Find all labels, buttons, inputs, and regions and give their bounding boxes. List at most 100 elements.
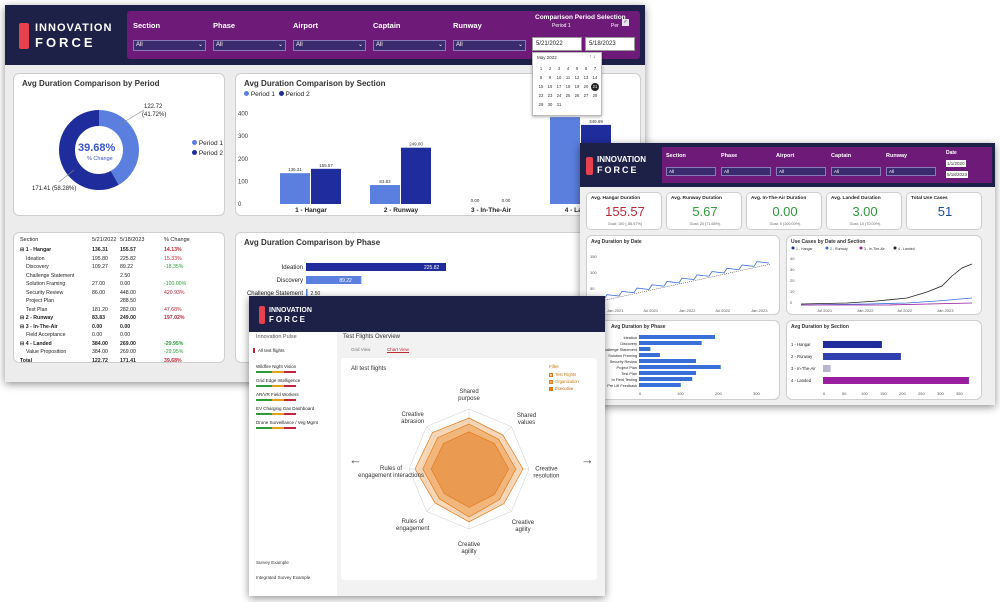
calendar-day[interactable]: 10 — [556, 75, 562, 80]
donut-center-value: 39.68% — [78, 142, 116, 154]
calendar-day[interactable]: 8 — [539, 75, 543, 80]
right-logo-mark-icon — [586, 157, 593, 175]
calendar-day[interactable]: 21 — [591, 83, 599, 91]
right-filter-label: Captain — [831, 153, 852, 159]
reset-icon[interactable]: ✓ — [622, 19, 629, 26]
pulse-window: INNOVATION FORCE Innovation Pulse All te… — [249, 296, 605, 596]
tab-grid-view[interactable]: Grid View — [351, 347, 371, 352]
pulse-brand-line1: INNOVATION — [269, 307, 312, 314]
nav-item[interactable]: All test flights — [253, 348, 285, 353]
x-tick: Jan 2023 — [937, 308, 954, 313]
prev-arrow-icon[interactable]: ← — [349, 452, 362, 467]
calendar-nav-icon[interactable]: ↑ ↓ — [589, 54, 596, 60]
right-section-bar-chart: 1 - Hangar 2 - Runway 3 - In-The-Air 4 - La… — [791, 341, 969, 396]
line-chart-2-title: Use Cases by Date and Section — [791, 239, 866, 245]
calendar-day[interactable]: 29 — [538, 102, 544, 107]
calendar-day[interactable]: 30 — [547, 102, 553, 107]
calendar-day[interactable]: 6 — [584, 66, 588, 71]
calendar-day[interactable]: 15 — [538, 84, 544, 89]
y-tick: 0 — [790, 300, 793, 305]
right-filter-select[interactable]: All — [886, 167, 936, 176]
right-filter-select[interactable]: All — [666, 167, 716, 176]
filter-select-section[interactable]: All — [133, 40, 206, 51]
kpi-card: Total Use Cases 51 — [906, 192, 982, 230]
filter-select-captain[interactable]: All — [373, 40, 446, 51]
pulse-logo-mark-icon — [259, 306, 265, 324]
calendar-day[interactable]: 19 — [574, 84, 580, 89]
filter-option[interactable]: Organization — [549, 379, 579, 386]
right-filter-select[interactable]: All — [831, 167, 881, 176]
calendar-day[interactable]: 31 — [556, 102, 562, 107]
legend-period-2: Period 2 — [192, 150, 223, 157]
table-cell: 171.41 — [120, 357, 136, 364]
right-date-2[interactable]: 5/18/2023 — [946, 171, 969, 178]
period-date-1-value: 5/21/2022 — [536, 41, 563, 47]
tab-chart-view[interactable]: Chart View — [387, 347, 409, 353]
calendar-day[interactable]: 14 — [592, 75, 598, 80]
right-brand-logo: INNOVATION FORCE — [586, 151, 666, 179]
calendar-day[interactable]: 12 — [574, 75, 580, 80]
calendar-day[interactable]: 2 — [548, 66, 552, 71]
filter-select-airport[interactable]: All — [293, 40, 366, 51]
chevron-down-icon: ⌄ — [198, 42, 204, 48]
kpi-card: Avg. Runway Duration 5.67 Goal: 20 (71.65%… — [666, 192, 742, 230]
calendar-day[interactable]: 18 — [565, 84, 571, 89]
filter-option[interactable]: Executive — [549, 386, 579, 393]
calendar-day[interactable]: 24 — [556, 93, 562, 98]
calendar-day[interactable]: 27 — [583, 93, 589, 98]
calendar-day[interactable]: 5 — [575, 66, 579, 71]
section-bar — [823, 365, 831, 372]
x-tick: 150 — [880, 391, 887, 396]
nav-item[interactable]: Wildfire Night Vision — [256, 364, 297, 369]
radar-series-polygon — [430, 431, 510, 508]
filter-label-runway: Runway — [453, 21, 482, 30]
table-cell: Total — [20, 357, 33, 364]
x-tick: 100 — [861, 391, 868, 396]
nav-item[interactable]: EV Charging Gas Dashboard — [256, 406, 315, 411]
calendar-day[interactable]: 28 — [592, 93, 598, 98]
nav-bottom-1[interactable]: Survey Example — [256, 560, 289, 565]
period-date-1[interactable]: 5/21/2022 — [532, 37, 582, 51]
right-date-1[interactable]: 1/1/2020 — [946, 160, 966, 167]
filter-label-airport: Airport — [293, 21, 318, 30]
kpi-value: 5.67 — [692, 204, 718, 219]
calendar-popup[interactable]: May 2022 ↑ ↓ 1 2 3 4 5 6 7 8 9 10 11 12 13 14 15 16 17 18… — [532, 52, 602, 116]
trend-line — [600, 263, 772, 302]
right-filter-select[interactable]: All — [721, 167, 771, 176]
calendar-day[interactable]: 9 — [548, 75, 552, 80]
legend-dot — [893, 246, 897, 250]
right-filter-select[interactable]: All — [776, 167, 826, 176]
calendar-day[interactable]: 16 — [547, 84, 553, 89]
next-arrow-icon[interactable]: → — [581, 452, 594, 467]
filter-select-phase[interactable]: All — [213, 40, 286, 51]
phase-bar — [306, 289, 308, 297]
table-cell: Ideation — [26, 255, 45, 262]
calendar-day[interactable]: 3 — [557, 66, 561, 71]
calendar-day[interactable]: 25 — [565, 93, 571, 98]
table-cell: 225.82 — [120, 255, 136, 262]
table-cell: 197.02% — [164, 315, 185, 321]
calendar-day[interactable]: 1 — [539, 66, 543, 71]
radar-axis-label: purpose — [458, 396, 480, 402]
calendar-day[interactable]: 20 — [583, 84, 589, 89]
calendar-day[interactable]: 22 — [538, 93, 544, 98]
calendar-day[interactable]: 7 — [593, 66, 597, 71]
period-date-2[interactable]: 5/18/2023 — [585, 37, 635, 51]
calendar-day[interactable]: 11 — [565, 75, 571, 80]
nav-item[interactable]: Grid Edge Intelligence — [256, 378, 301, 383]
calendar-day[interactable]: 13 — [583, 75, 589, 80]
calendar-day[interactable]: 4 — [566, 66, 570, 71]
nav-item[interactable]: Drone Surveillance / Veg Mgmt — [256, 420, 319, 425]
calendar-day[interactable]: 17 — [556, 84, 562, 89]
filter-option[interactable]: Test Flights — [549, 372, 579, 379]
line-series — [600, 261, 770, 300]
brand-line2: FORCE — [35, 35, 96, 50]
filter-select-runway[interactable]: All — [453, 40, 526, 51]
radar-axis-label: Creative — [512, 520, 535, 526]
radar-axis-label: engagement — [396, 526, 430, 532]
calendar-day[interactable]: 23 — [547, 93, 553, 98]
nav-bottom-2[interactable]: Integrated Survey Example — [256, 575, 311, 580]
calendar-day[interactable]: 26 — [574, 93, 580, 98]
nav-item[interactable]: AR/VR Field Workers — [256, 392, 299, 397]
section-table-card: Section 5/21/2022 5/18/2023 % Change ⊟ 1 - H… — [13, 232, 225, 364]
